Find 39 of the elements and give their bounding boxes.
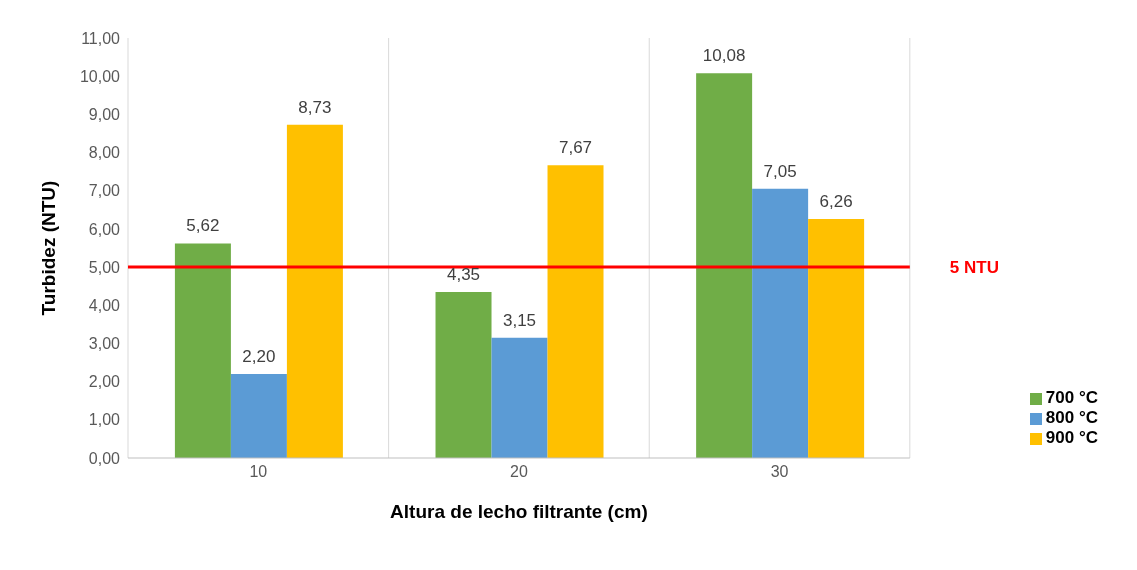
y-tick-label: 11,00 [81, 29, 121, 47]
data-label: 5,62 [186, 216, 220, 236]
bar [230, 374, 287, 458]
bar [174, 243, 231, 458]
data-label: 6,26 [819, 191, 853, 211]
legend-label: 700 °C [1045, 388, 1098, 407]
y-tick-label: 1,00 [88, 411, 121, 429]
data-label: 4,35 [446, 264, 481, 284]
data-label: 7,67 [558, 138, 593, 158]
y-tick-label: 0,00 [88, 449, 121, 467]
legend-label: 800 °C [1045, 408, 1098, 427]
y-tick-label: 7,00 [88, 182, 121, 200]
y-tick-label: 10,00 [79, 67, 121, 85]
bar [435, 291, 492, 458]
x-axis-title: Altura de lecho filtrante (cm) [390, 501, 648, 522]
y-tick-label: 4,00 [88, 296, 121, 314]
data-label: 10,08 [702, 46, 746, 66]
bar [696, 73, 753, 458]
data-label: 2,20 [242, 347, 276, 366]
y-tick-label: 9,00 [88, 106, 121, 124]
x-tick-label: 20 [510, 463, 528, 481]
legend-label: 900 °C [1045, 428, 1098, 447]
x-tick-label: 10 [249, 463, 268, 481]
bar [547, 165, 604, 458]
y-tick-label: 8,00 [88, 144, 121, 162]
y-tick-label: 6,00 [88, 220, 121, 238]
bar [286, 124, 343, 458]
x-tick-label: 30 [770, 463, 789, 481]
bar [808, 218, 865, 458]
y-tick-label: 5,00 [88, 258, 121, 276]
y-tick-label: 2,00 [88, 373, 121, 391]
data-label: 7,05 [763, 161, 797, 181]
data-label: 8,73 [298, 97, 332, 117]
bar [491, 337, 548, 458]
y-axis-title: Turbidez (NTU) [37, 180, 59, 316]
ref-line-label: 5 NTU [949, 258, 999, 278]
data-label: 3,15 [502, 310, 537, 330]
bar [752, 188, 809, 458]
y-tick-label: 3,00 [88, 335, 121, 353]
